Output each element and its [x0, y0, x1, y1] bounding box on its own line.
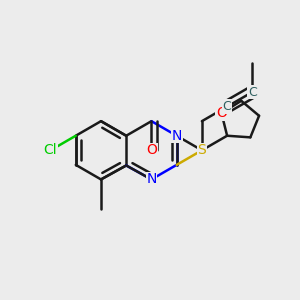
Text: N: N [172, 129, 182, 143]
Text: O: O [146, 143, 157, 157]
Text: S: S [197, 143, 206, 157]
Text: O: O [216, 106, 227, 120]
Text: N: N [146, 172, 157, 186]
Text: C: C [248, 85, 257, 98]
Text: Cl: Cl [44, 143, 57, 157]
Text: C: C [223, 100, 232, 113]
